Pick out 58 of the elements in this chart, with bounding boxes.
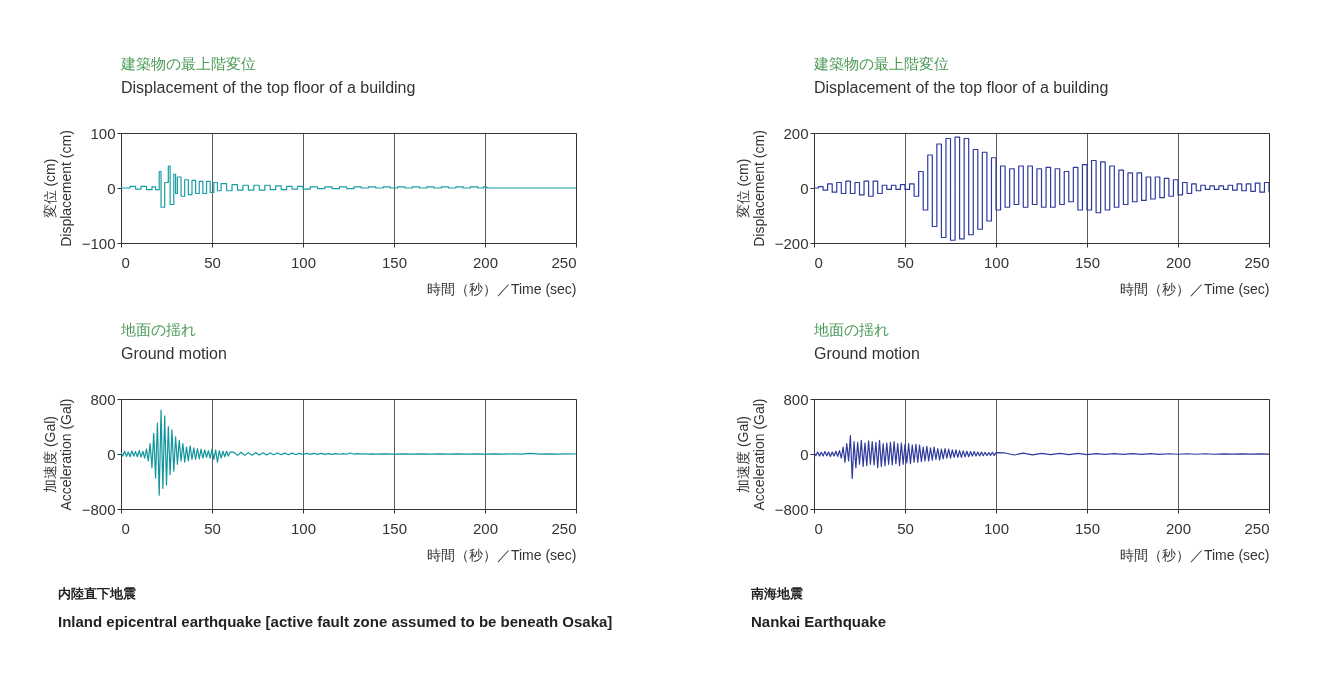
x-tick-label: 200 <box>472 519 499 537</box>
x-tick-label: 100 <box>983 253 1010 271</box>
x-tick-label: 150 <box>1074 253 1101 271</box>
text: Inland epicentral earthquake [active fault zone assumed to be beneath Osaka] <box>58 613 613 630</box>
x-tick-label: 50 <box>897 519 914 537</box>
y-tick-label: 100 <box>90 124 116 142</box>
x-tick-label: 150 <box>1074 519 1101 537</box>
x-tick-label: 50 <box>897 253 914 271</box>
y-axis-title: 変位 (cm) Displacement (cm) <box>734 130 767 247</box>
y-tick-label: −800 <box>81 500 116 518</box>
x-tick-label: 100 <box>983 519 1010 537</box>
x-tick-label: 250 <box>551 253 577 271</box>
y-axis-title: 変位 (cm) Displacement (cm) <box>41 130 74 247</box>
chart-title: 建築物の最上階変位 <box>813 55 949 72</box>
chart-title: 地面の揺れ <box>120 321 196 338</box>
y-tick-label: 800 <box>90 390 116 408</box>
x-tick-label: 50 <box>204 519 221 537</box>
line-series <box>814 435 1269 480</box>
y-tick-label: −800 <box>774 500 809 518</box>
y-axis-title: 加速度 (Gal) Acceleration (Gal) <box>41 398 74 511</box>
chart-title: 建築物の最上階変位 <box>120 55 256 72</box>
y-tick-label: 0 <box>800 445 809 463</box>
text: Nankai Earthquake <box>751 613 888 630</box>
y-axis-title: 加速度 (Gal) Acceleration (Gal) <box>734 398 767 511</box>
chart-subtitle: Ground motion <box>814 345 920 362</box>
x-tick-label: 50 <box>204 253 221 271</box>
x-tick-label: 250 <box>1244 519 1270 537</box>
x-axis-title: 時間（秒）／Time (sec) <box>426 546 577 563</box>
y-tick-label: −200 <box>774 234 809 252</box>
x-tick-label: 0 <box>121 253 130 271</box>
chart-subtitle: Displacement of the top floor of a building <box>121 79 416 96</box>
x-tick-label: 200 <box>472 253 499 271</box>
x-tick-label: 0 <box>814 519 823 537</box>
x-tick-label: 200 <box>1165 519 1192 537</box>
text: 内陸直下地震 <box>58 585 137 603</box>
line-series <box>121 409 576 496</box>
x-tick-label: 250 <box>551 519 577 537</box>
x-tick-label: 150 <box>381 519 408 537</box>
chart-title: 地面の揺れ <box>813 321 889 338</box>
y-tick-label: −100 <box>81 234 116 252</box>
chart-subtitle: Displacement of the top floor of a building <box>814 79 1109 96</box>
y-tick-label: 800 <box>783 390 809 408</box>
chart-subtitle: Ground motion <box>121 345 227 362</box>
x-tick-label: 250 <box>1244 253 1270 271</box>
y-tick-label: 200 <box>783 124 809 142</box>
text: 南海地震 <box>751 585 804 603</box>
x-tick-label: 100 <box>290 519 317 537</box>
x-axis-title: 時間（秒）／Time (sec) <box>1119 280 1270 297</box>
x-tick-label: 0 <box>121 519 130 537</box>
x-axis-title: 時間（秒）／Time (sec) <box>426 280 577 297</box>
y-tick-label: 0 <box>800 179 809 197</box>
x-tick-label: 100 <box>290 253 317 271</box>
x-tick-label: 0 <box>814 253 823 271</box>
x-tick-label: 150 <box>381 253 408 271</box>
y-tick-label: 0 <box>107 445 116 463</box>
x-tick-label: 200 <box>1165 253 1192 271</box>
x-axis-title: 時間（秒）／Time (sec) <box>1119 546 1270 563</box>
y-tick-label: 0 <box>107 179 116 197</box>
